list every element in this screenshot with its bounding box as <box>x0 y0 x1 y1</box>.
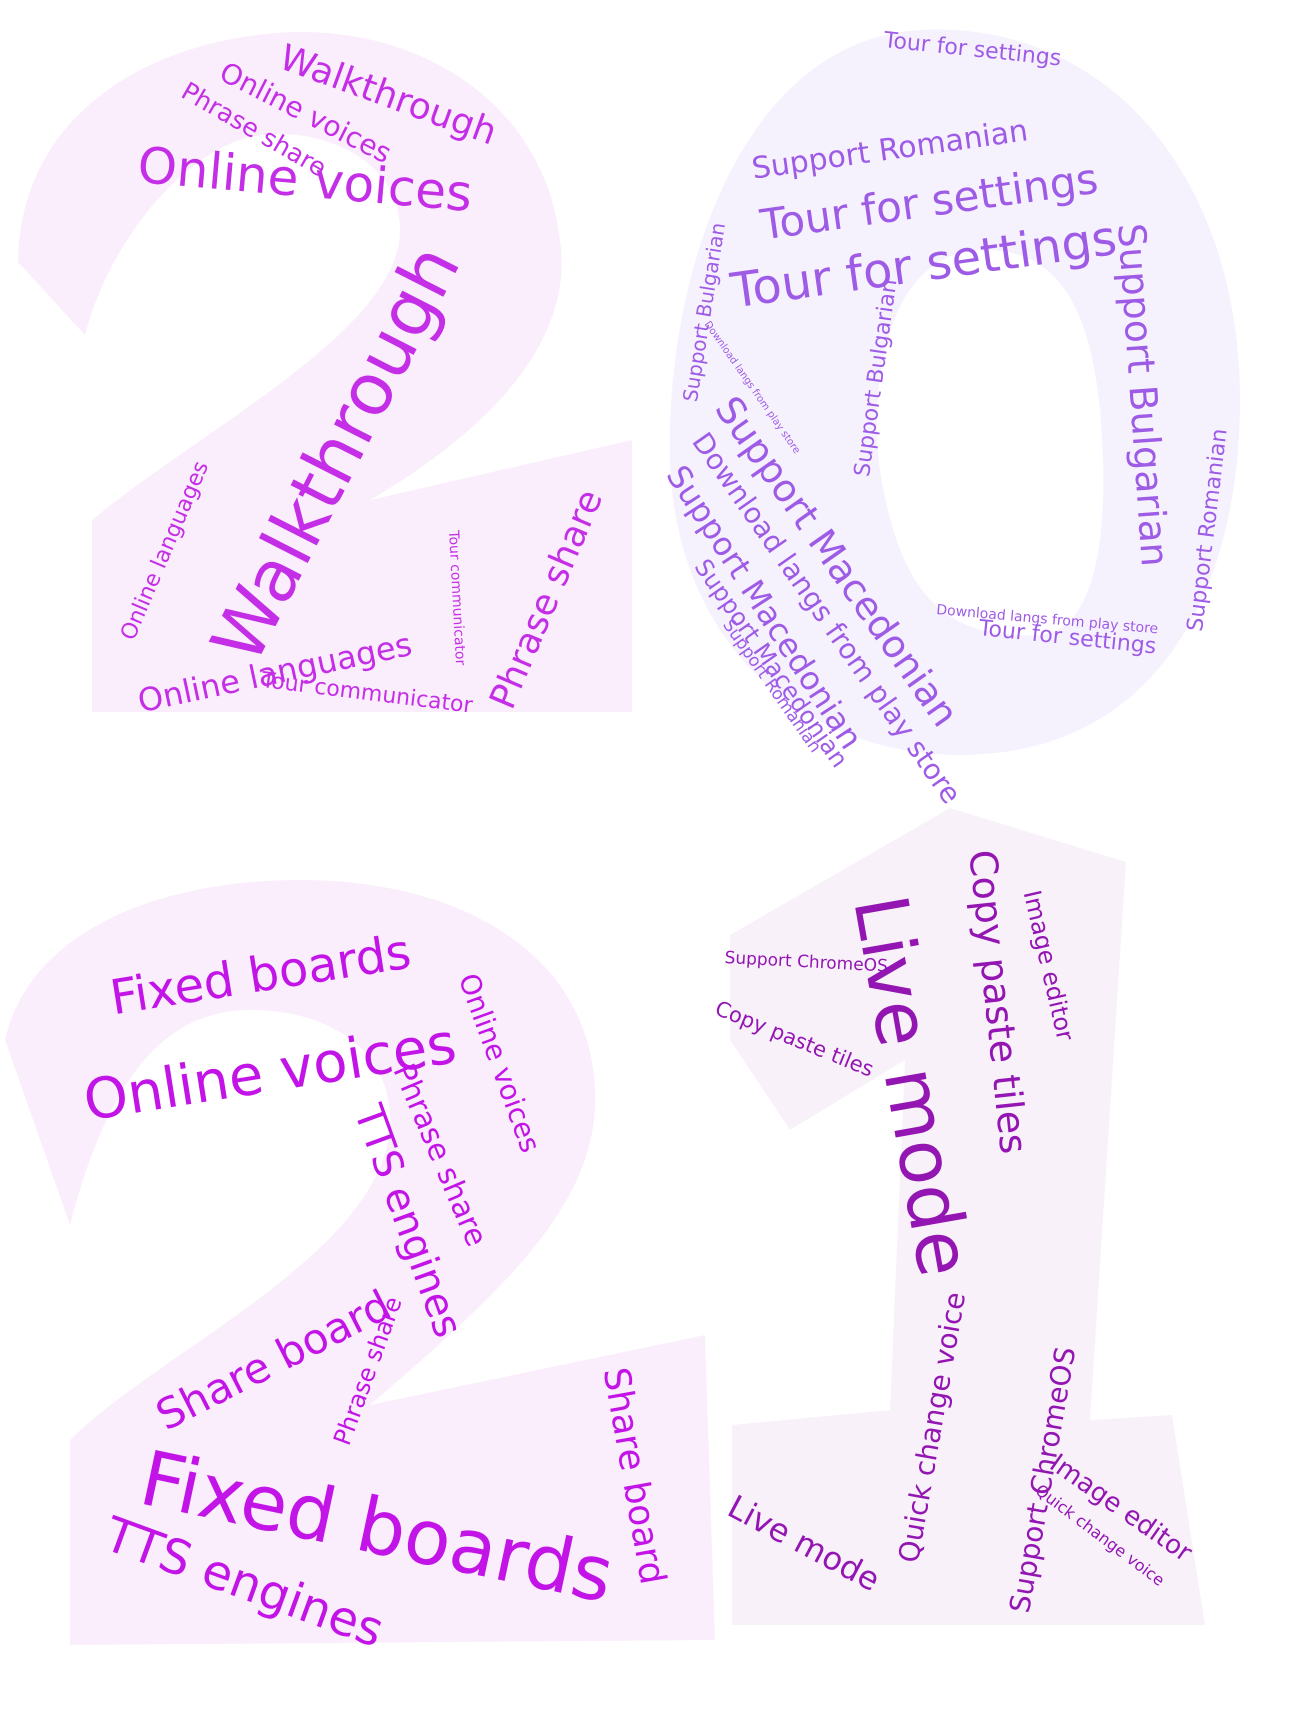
digit-2-top-shape <box>18 31 632 712</box>
digit-0-shape <box>669 29 1240 756</box>
digit-1-shape <box>730 808 1205 1625</box>
digit-2-bottom-shape <box>5 880 715 1645</box>
